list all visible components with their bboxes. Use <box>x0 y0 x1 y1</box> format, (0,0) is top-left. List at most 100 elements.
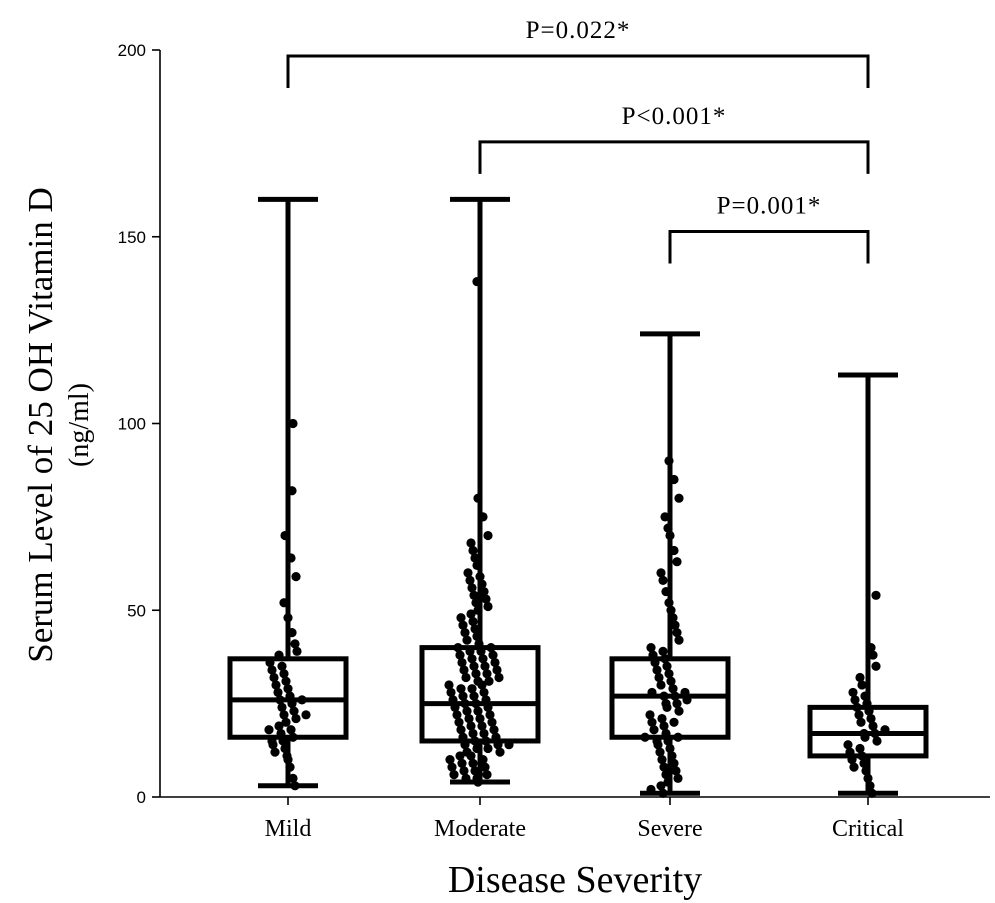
data-point <box>672 628 682 638</box>
comparison-label: P=0.022* <box>526 17 631 44</box>
data-point <box>872 736 882 746</box>
data-point <box>857 680 867 690</box>
data-point <box>479 728 489 739</box>
data-point <box>647 717 657 727</box>
data-point <box>652 665 662 675</box>
data-point <box>468 728 478 739</box>
data-point <box>301 710 311 720</box>
y-tick-label: 50 <box>127 601 146 620</box>
data-point <box>661 699 671 709</box>
data-point <box>464 713 474 724</box>
data-point <box>463 568 473 578</box>
data-point <box>655 747 665 757</box>
data-point <box>470 624 480 634</box>
data-point <box>444 680 454 690</box>
data-point <box>270 747 280 757</box>
data-point <box>646 643 656 653</box>
data-point <box>484 676 494 686</box>
data-point <box>459 665 469 675</box>
data-point <box>660 512 670 522</box>
data-point <box>482 669 492 679</box>
data-point <box>279 710 289 720</box>
data-point <box>482 769 492 780</box>
data-point <box>466 721 476 731</box>
data-point <box>850 695 860 705</box>
data-point <box>868 721 878 731</box>
data-point <box>674 493 684 503</box>
data-point <box>267 665 277 675</box>
data-point <box>670 620 680 630</box>
data-point <box>666 676 676 686</box>
data-point <box>468 758 478 768</box>
data-point <box>281 717 291 727</box>
data-point <box>672 557 682 567</box>
data-point <box>449 769 459 780</box>
data-point <box>479 687 489 698</box>
y-axis-title-line1: Serum Level of 25 OH Vitamin D <box>21 187 60 663</box>
x-tick-label: Moderate <box>434 816 526 842</box>
data-point <box>480 661 490 671</box>
iqr-box <box>419 645 541 744</box>
data-point <box>456 725 466 735</box>
data-point <box>654 672 664 683</box>
data-point <box>672 699 682 709</box>
data-point <box>656 781 666 791</box>
data-point <box>291 713 301 724</box>
data-point <box>489 725 499 735</box>
data-point <box>465 575 475 585</box>
data-point <box>671 766 681 776</box>
data-point <box>656 568 666 578</box>
data-point <box>458 620 468 630</box>
data-point <box>461 672 471 683</box>
data-point <box>283 684 293 694</box>
data-point <box>458 691 468 701</box>
y-tick-label: 200 <box>118 41 146 60</box>
data-point <box>475 713 485 724</box>
data-point <box>659 721 669 731</box>
data-point <box>457 657 467 668</box>
data-point <box>456 613 466 623</box>
data-point <box>289 706 299 716</box>
data-point <box>291 572 301 582</box>
data-point <box>269 672 279 683</box>
data-point <box>483 530 493 541</box>
data-point <box>854 710 864 720</box>
x-tick-label: Critical <box>832 816 904 842</box>
data-point <box>469 590 479 600</box>
data-point <box>645 710 655 720</box>
data-point <box>481 594 491 604</box>
data-point <box>281 676 291 686</box>
data-point <box>483 601 493 612</box>
data-point <box>277 661 287 671</box>
data-point <box>483 743 493 754</box>
data-point <box>462 706 472 716</box>
data-point <box>470 766 480 776</box>
data-point <box>277 702 287 712</box>
data-point <box>855 743 865 754</box>
data-point <box>658 646 668 656</box>
x-axis-title: Disease Severity <box>448 859 702 901</box>
x-tick-label: Mild <box>265 816 312 842</box>
data-point <box>657 755 667 765</box>
data-point <box>466 538 476 548</box>
data-point <box>288 773 298 783</box>
data-point <box>292 646 302 656</box>
x-ticks: Mild Moderate Severe Critical <box>265 797 904 842</box>
data-point <box>848 687 858 698</box>
y-tick-label: 150 <box>118 228 146 247</box>
data-point <box>495 747 505 757</box>
comparison-bracket <box>668 230 870 264</box>
data-point <box>447 762 457 772</box>
data-point <box>664 669 674 679</box>
data-point <box>674 635 684 645</box>
data-point <box>469 661 479 671</box>
data-point <box>849 762 859 772</box>
data-point <box>488 650 498 660</box>
data-point <box>288 418 298 429</box>
data-point <box>462 747 472 757</box>
significance-brackets: P=0.022* P<0.001* P=0.001* <box>286 17 870 264</box>
data-point <box>456 684 466 694</box>
data-point <box>467 583 477 593</box>
data-point <box>457 758 467 768</box>
